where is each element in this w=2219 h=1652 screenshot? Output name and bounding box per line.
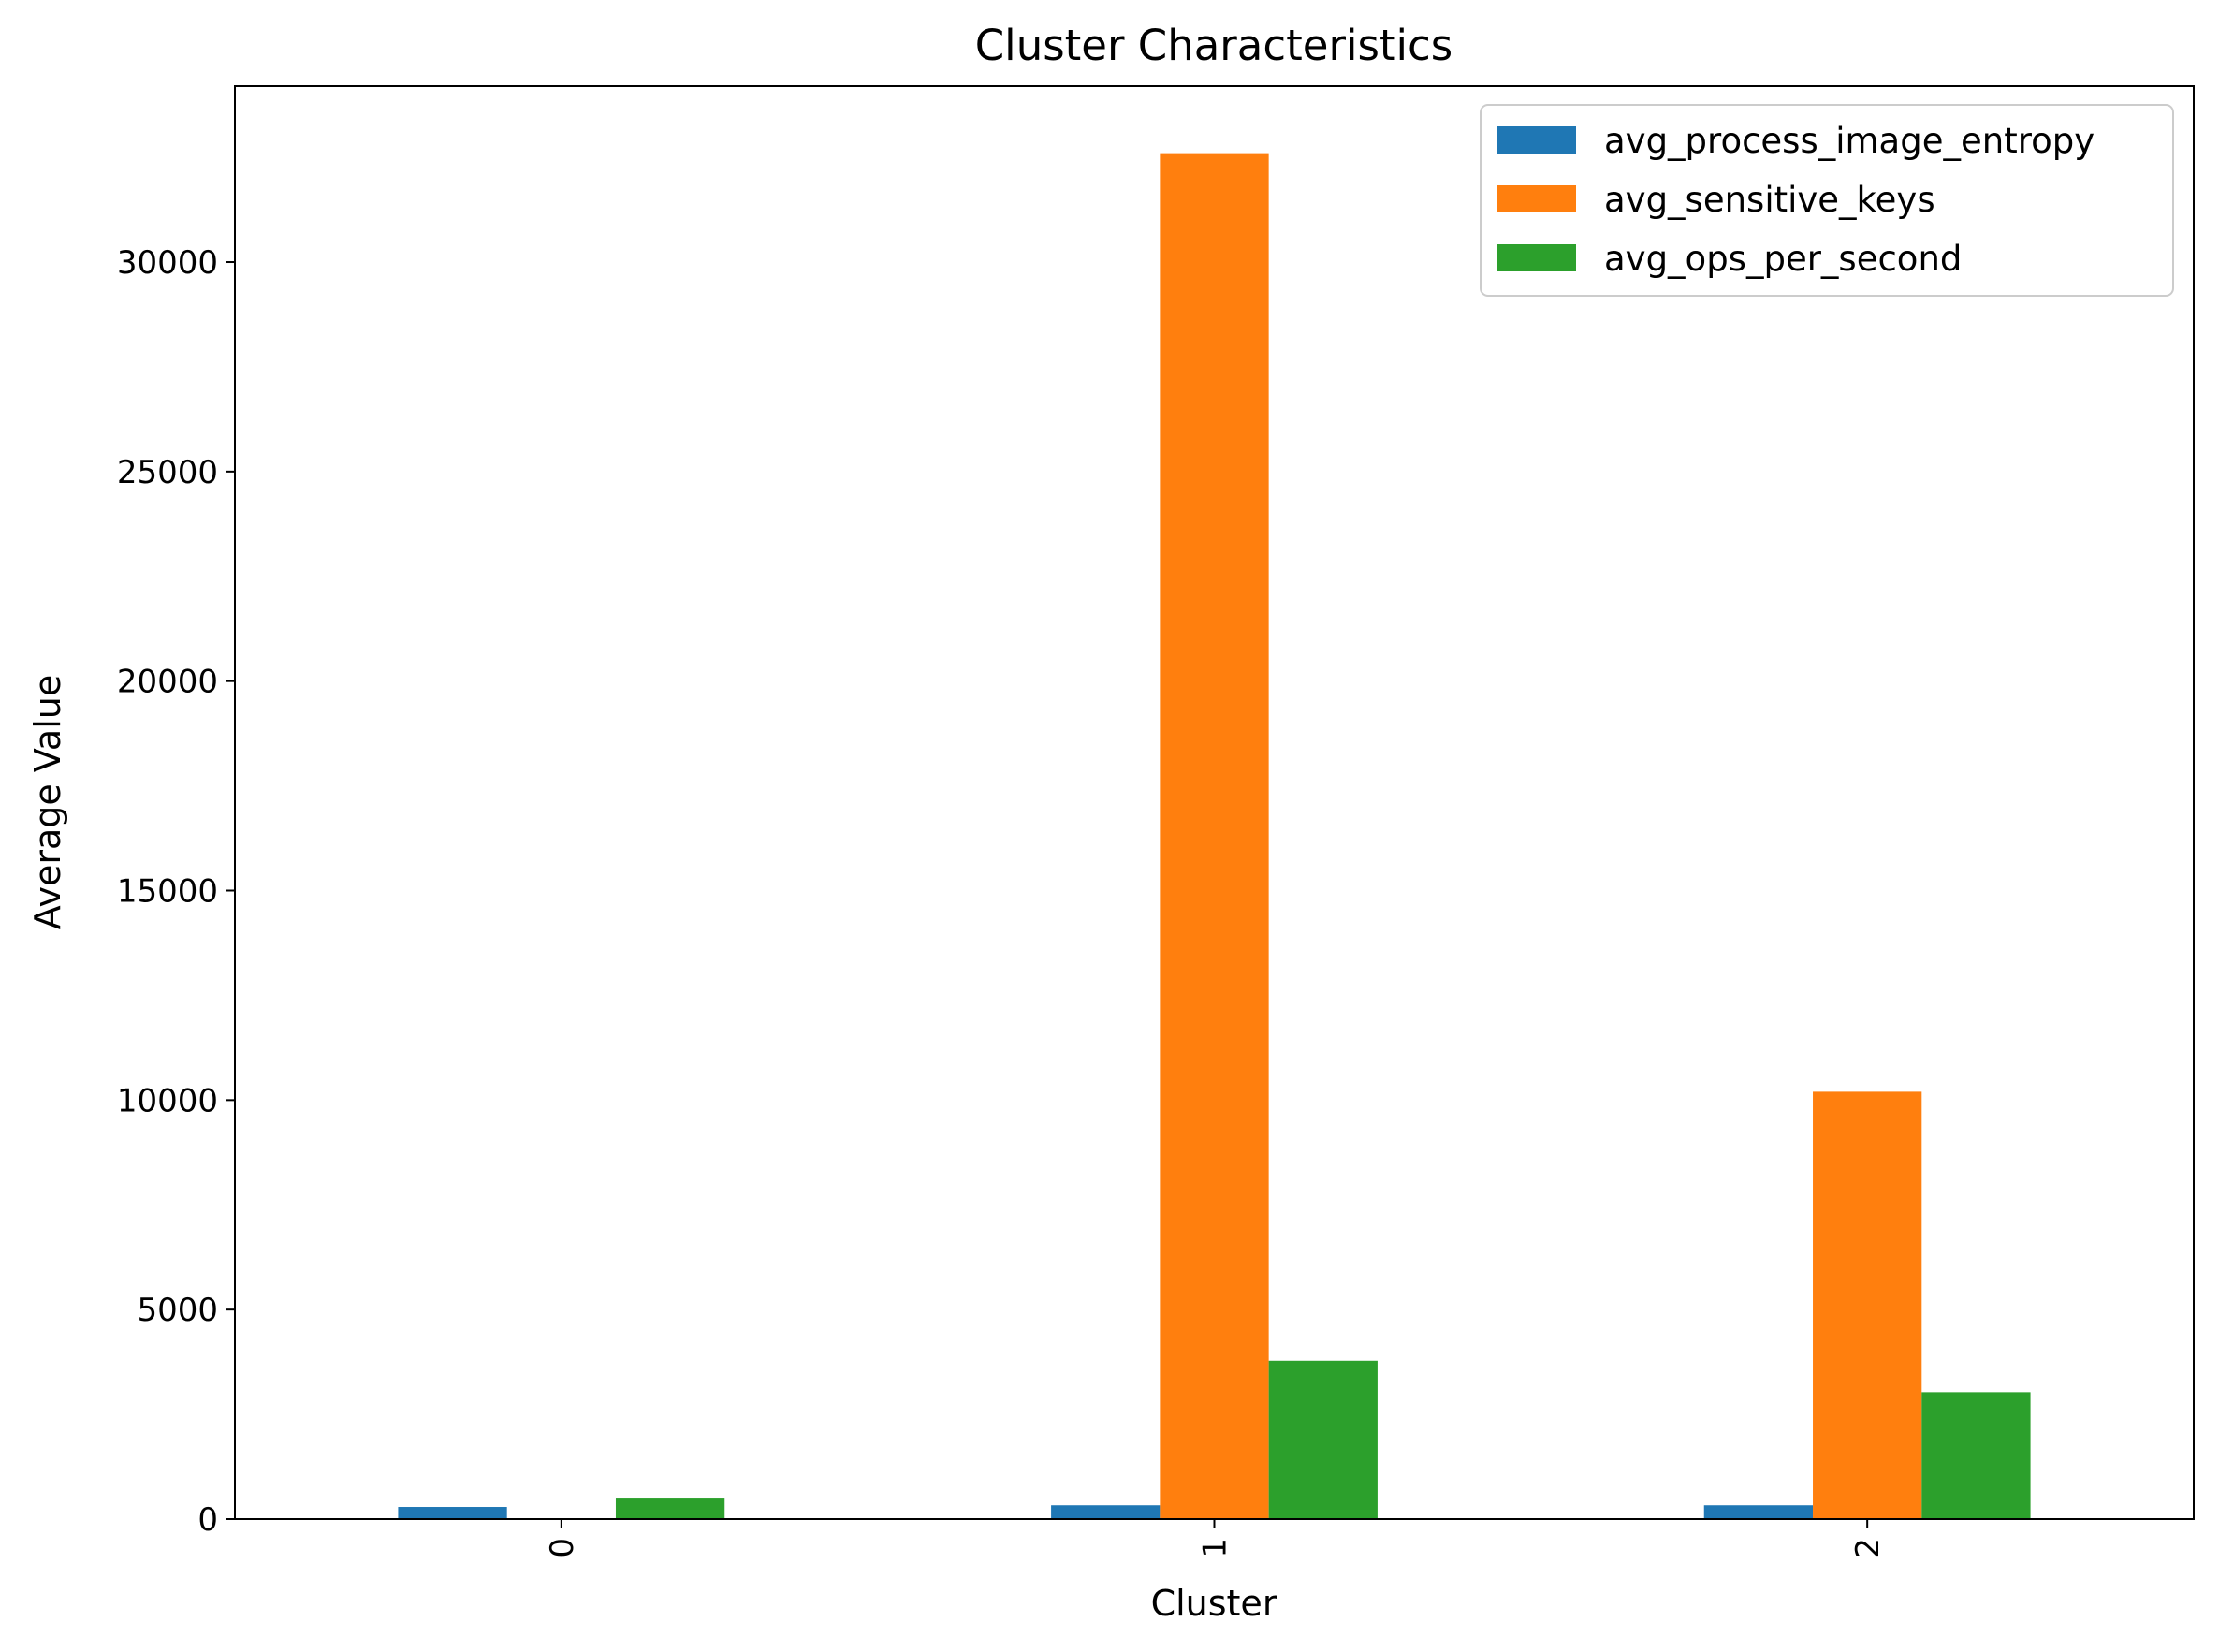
bar-avg-ops-per-second-cluster-1: [1268, 1360, 1378, 1519]
bar-avg-ops-per-second-cluster-2: [1921, 1392, 2031, 1519]
bars-group: [398, 153, 2031, 1519]
bar-avg-process-image-entropy-cluster-2: [1703, 1505, 1814, 1519]
bar-avg-process-image-entropy-cluster-0: [398, 1507, 507, 1519]
x-axis-label: Cluster: [1151, 1583, 1277, 1624]
y-tick-label: 20000: [117, 664, 218, 701]
legend-swatch-avg-process-image-entropy: [1497, 126, 1576, 154]
y-tick-label: 5000: [137, 1292, 218, 1329]
bar-avg-sensitive-keys-cluster-1: [1160, 153, 1269, 1519]
bar-avg-ops-per-second-cluster-0: [615, 1498, 725, 1519]
y-tick-label: 30000: [117, 244, 218, 282]
x-tick-label: 1: [1197, 1538, 1234, 1558]
y-tick-label: 10000: [117, 1082, 218, 1119]
plot-frame: [234, 85, 2195, 1520]
legend-label-avg-ops-per-second: avg_ops_per_second: [1604, 239, 1962, 279]
bar-avg-sensitive-keys-cluster-2: [1813, 1091, 1922, 1519]
legend-swatch-avg-ops-per-second: [1497, 244, 1576, 271]
y-tick-label: 0: [197, 1501, 218, 1539]
bar-avg-process-image-entropy-cluster-1: [1051, 1505, 1161, 1519]
x-axis: 0 1 2: [544, 1519, 1887, 1558]
legend-label-avg-process-image-entropy: avg_process_image_entropy: [1604, 121, 2095, 161]
y-tick-label: 25000: [117, 454, 218, 491]
legend-label-avg-sensitive-keys: avg_sensitive_keys: [1604, 180, 1935, 220]
x-tick-label: 0: [544, 1538, 581, 1558]
x-tick-label: 2: [1849, 1538, 1887, 1558]
y-axis-label: Average Value: [27, 675, 68, 929]
legend-frame: [1480, 104, 2174, 297]
legend-swatch-avg-sensitive-keys: [1497, 185, 1576, 212]
y-axis: 0 5000 10000 15000 20000 25000 30000: [117, 244, 235, 1539]
y-tick-label: 15000: [117, 873, 218, 911]
legend: avg_process_image_entropy avg_sensitive_k…: [1480, 104, 2174, 297]
chart-title: Cluster Characteristics: [975, 21, 1453, 70]
